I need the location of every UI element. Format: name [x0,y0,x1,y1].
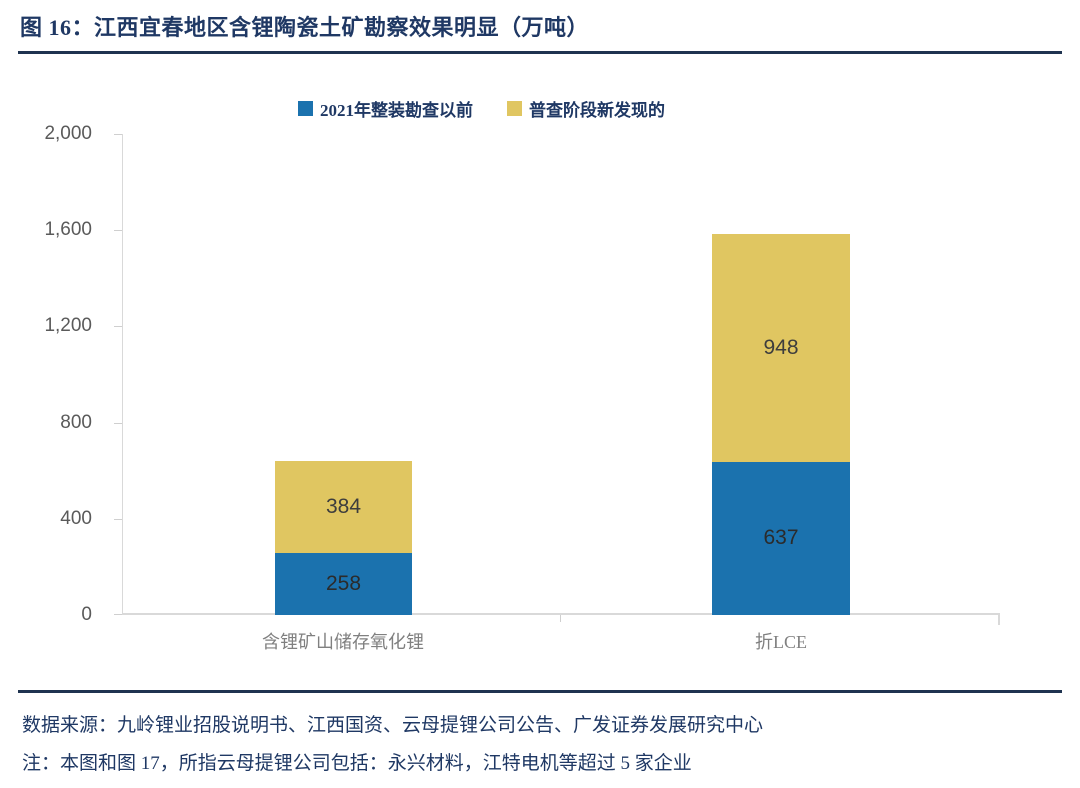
bar-segment-blue-category-1[interactable]: 258 [275,552,412,615]
x-tick-center [560,615,561,622]
y-tick-1200 [114,326,122,328]
legend-swatch-yellow-icon [507,100,522,116]
x-axis-end-tick [998,615,1000,625]
bar-value-label-yellow-category-2: 948 [763,335,799,359]
legend-label-series-2: 普查阶段新发现的 [529,100,665,120]
y-tick-400 [114,518,122,520]
y-tick-label-2000: 2,000 [44,123,92,144]
y-tick-label-800: 800 [60,411,92,433]
bar-value-label-yellow-category-1: 384 [325,494,362,518]
legend-item-series-1[interactable]: 2021年整装勘查以前 [298,96,473,121]
title-divider [18,51,1062,54]
y-tick-1600 [114,230,122,232]
y-tick-label-400: 400 [60,507,92,529]
page-title: 图 16：江西宜春地区含锂陶瓷土矿勘察效果明显（万吨） [20,15,590,40]
x-axis-line [122,613,1000,615]
data-source-text: 数据来源：九岭锂业招股说明书、江西国资、云母提锂公司公告、广发证券发展研究中心 [22,715,764,736]
bar-segment-blue-category-2[interactable]: 637 [712,461,850,615]
bar-group-category-2[interactable]: 637 948 [712,233,850,615]
x-axis-category-label-2: 折LCE [755,632,807,652]
bar-segment-yellow-category-1[interactable]: 384 [275,460,412,553]
y-tick-label-0: 0 [81,604,92,625]
y-axis-labels: 2,000 1,600 1,200 800 400 0 [0,123,110,625]
legend-item-series-2[interactable]: 普查阶段新发现的 [507,96,665,121]
y-tick-label-1200: 1,200 [44,315,92,337]
bar-value-label-blue-category-2: 637 [763,526,799,550]
chart-canvas: 2021年整装勘查以前 普查阶段新发现的 2,000 1,600 1,200 8… [0,58,1080,683]
y-tick-label-1600: 1,600 [44,219,92,241]
figure-footer: 数据来源：九岭锂业招股说明书、江西国资、云母提锂公司公告、广发证券发展研究中心 … [0,690,1080,788]
x-axis-category-label-1: 含锂矿山储存氧化锂 [262,632,424,652]
legend-swatch-blue-icon [298,100,313,116]
chart-legend: 2021年整装勘查以前 普查阶段新发现的 [298,96,665,120]
bar-group-category-1[interactable]: 258 384 [275,460,412,615]
y-tick-2000 [114,134,122,135]
plot-area: 258 384 637 948 含锂矿山储存氧化锂 折LCE [114,134,1000,652]
y-tick-800 [114,422,122,424]
y-tick-0 [114,614,122,615]
legend-label-series-1: 2021年整装勘查以前 [320,100,473,120]
figure-header: 图 16：江西宜春地区含锂陶瓷土矿勘察效果明显（万吨） [0,0,1080,58]
bar-segment-yellow-category-2[interactable]: 948 [712,233,850,462]
footer-divider [18,690,1062,693]
bar-value-label-blue-category-1: 258 [325,571,362,595]
y-axis-line [122,134,123,615]
footnote-text: 注：本图和图 17，所指云母提锂公司包括：永兴材料，江特电机等超过 5 家企业 [22,753,692,774]
